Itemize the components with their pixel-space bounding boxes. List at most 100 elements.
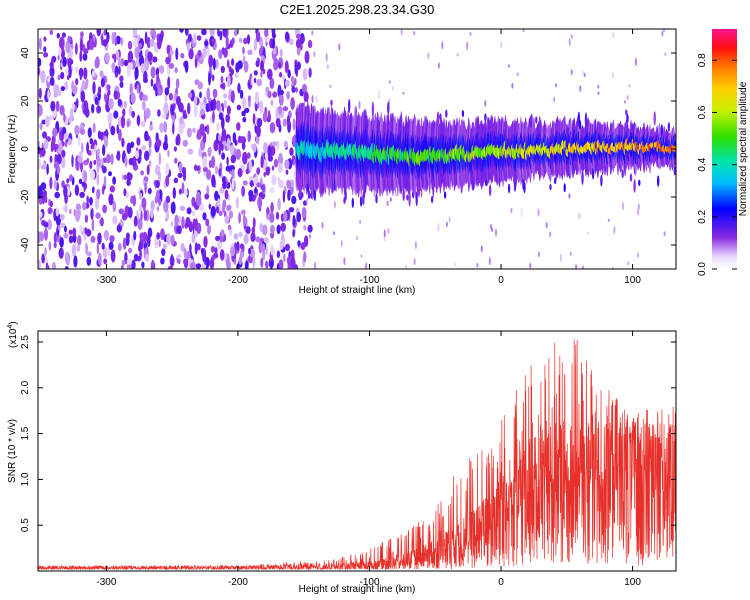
spectrogram-noise-cell bbox=[201, 29, 207, 36]
spectrogram-speckle bbox=[587, 231, 590, 235]
spectrogram-noise-cell bbox=[270, 99, 274, 106]
spectrogram-noise-cell bbox=[206, 169, 212, 181]
spectrogram-noise-cell bbox=[173, 177, 179, 184]
spectrogram-noise-cell bbox=[43, 139, 49, 150]
spectrogram-noise-cell bbox=[269, 187, 275, 194]
spectrogram-noise-cell bbox=[110, 125, 116, 136]
spectrogram-noise-cell bbox=[40, 164, 47, 170]
spectrogram-noise-cell bbox=[296, 211, 302, 223]
spectrogram-noise-cell bbox=[179, 116, 184, 126]
spectrogram-speckle bbox=[355, 236, 358, 241]
signal-band-streak bbox=[523, 181, 526, 194]
spectrogram-noise-cell bbox=[94, 144, 97, 153]
spectrogram-noise-cell bbox=[237, 168, 243, 178]
spectrogram-noise-cell bbox=[235, 196, 239, 209]
spectrogram-speckle bbox=[537, 208, 540, 217]
spectrogram-noise-cell bbox=[103, 258, 108, 265]
spectrogram-noise-cell bbox=[142, 100, 146, 111]
spectrogram-noise-cell bbox=[131, 110, 135, 118]
spectrogram-noise-cell bbox=[113, 55, 117, 63]
spectrogram-noise-cell bbox=[245, 226, 251, 235]
spectrogram-speckle bbox=[510, 207, 513, 214]
spectrogram-noise-cell bbox=[291, 76, 295, 87]
spectrogram-noise-cell bbox=[77, 136, 81, 146]
spectrogram-noise-cell bbox=[116, 124, 119, 134]
spectrogram-noise-cell bbox=[108, 193, 114, 206]
spectrogram-noise-cell bbox=[254, 91, 260, 105]
spectrogram-noise-cell bbox=[61, 32, 66, 38]
spectrogram-noise-cell bbox=[250, 232, 256, 243]
signal-band-streak bbox=[621, 169, 624, 179]
spectrogram-speckle bbox=[306, 197, 309, 205]
spectrogram-noise-cell bbox=[227, 224, 232, 231]
spectrogram-noise-cell bbox=[163, 102, 169, 115]
spectrogram-noise-cell bbox=[300, 242, 306, 251]
spectrogram-speckle bbox=[612, 32, 615, 38]
spectrogram-noise-cell bbox=[200, 247, 204, 255]
spectrogram-noise-cell bbox=[120, 115, 126, 129]
spectrogram-noise-cell bbox=[212, 88, 218, 99]
spectrogram-noise-cell bbox=[290, 257, 296, 269]
spectrogram-noise-cell bbox=[156, 232, 161, 240]
spectrogram-noise-cell bbox=[130, 92, 136, 105]
spectrogram-speckle bbox=[333, 200, 336, 209]
spectrogram-noise-cell bbox=[63, 132, 69, 140]
spectrogram-noise-cell bbox=[120, 58, 125, 67]
spectrogram-noise-cell bbox=[238, 231, 243, 237]
spectrogram-noise-cell bbox=[227, 59, 230, 69]
spectrogram-noise-cell bbox=[270, 244, 274, 256]
spectrogram-noise-cell bbox=[230, 144, 235, 153]
spectrogram-speckle bbox=[413, 31, 416, 36]
spectrogram-noise-cell bbox=[211, 155, 216, 169]
spectrogram-noise-cell bbox=[266, 206, 270, 215]
spectrogram-noise-cell bbox=[157, 37, 162, 50]
spectrogram-noise-cell bbox=[290, 97, 295, 110]
spectrogram-noise-cell bbox=[170, 201, 176, 215]
spectrogram-noise-cell bbox=[99, 70, 104, 78]
spectrogram-noise-cell bbox=[112, 176, 116, 185]
spectrogram-noise-cell bbox=[184, 188, 188, 197]
spectrogram-noise-cell bbox=[119, 81, 124, 88]
spectrogram-noise-cell bbox=[163, 121, 168, 133]
spectrogram-speckle bbox=[326, 64, 329, 70]
spectrogram-speckle bbox=[570, 69, 573, 75]
spectrogram-noise-cell bbox=[165, 162, 170, 176]
spectrogram-noise-cell bbox=[102, 144, 106, 156]
spectrogram-speckle bbox=[522, 29, 525, 33]
signal-band-streak bbox=[406, 194, 409, 201]
spectrogram-noise-cell bbox=[286, 91, 290, 100]
spectrogram-noise-cell bbox=[92, 122, 96, 134]
spectrogram-noise-cell bbox=[49, 176, 53, 190]
spectrogram-noise-cell bbox=[112, 215, 118, 225]
spectrogram-noise-cell bbox=[94, 197, 100, 210]
spectrogram-noise-cell bbox=[180, 242, 185, 252]
signal-band-streak bbox=[600, 174, 603, 187]
spectrogram-noise-cell bbox=[236, 122, 241, 131]
spectrogram-noise-cell bbox=[214, 247, 218, 254]
spectrogram-noise-cell bbox=[124, 155, 128, 168]
spectrogram-noise-cell bbox=[273, 57, 279, 71]
x-tick-label: -200 bbox=[228, 577, 248, 588]
spectrogram-noise-cell bbox=[283, 253, 286, 263]
spectrogram-speckle bbox=[456, 53, 459, 57]
spectrogram-noise-cell bbox=[194, 242, 198, 255]
spectrogram-noise-cell bbox=[98, 252, 102, 266]
spectrogram-noise-cell bbox=[116, 224, 123, 233]
signal-band-streak bbox=[549, 183, 552, 191]
spectrogram-noise-cell bbox=[108, 98, 114, 110]
spectrogram-noise-cell bbox=[57, 54, 60, 61]
spectrogram-speckle bbox=[488, 256, 491, 266]
spectrogram-noise-cell bbox=[110, 249, 116, 263]
spectrogram-noise-cell bbox=[248, 189, 254, 198]
spectrogram-y-ticks: -40 -20 0 20 40 bbox=[20, 47, 676, 252]
spectrogram-noise-cell bbox=[38, 57, 42, 67]
spectrogram-noise-cell bbox=[279, 49, 283, 57]
spectrogram-noise-cell bbox=[218, 134, 222, 142]
spectrogram-speckle bbox=[445, 221, 448, 228]
spectrogram-speckle bbox=[624, 100, 626, 104]
spectrogram-noise-cell bbox=[241, 209, 246, 215]
spectrogram-noise-cell bbox=[134, 46, 140, 59]
spectrogram-noise-cell bbox=[75, 42, 78, 55]
spectrogram-noise-cell bbox=[149, 124, 153, 131]
